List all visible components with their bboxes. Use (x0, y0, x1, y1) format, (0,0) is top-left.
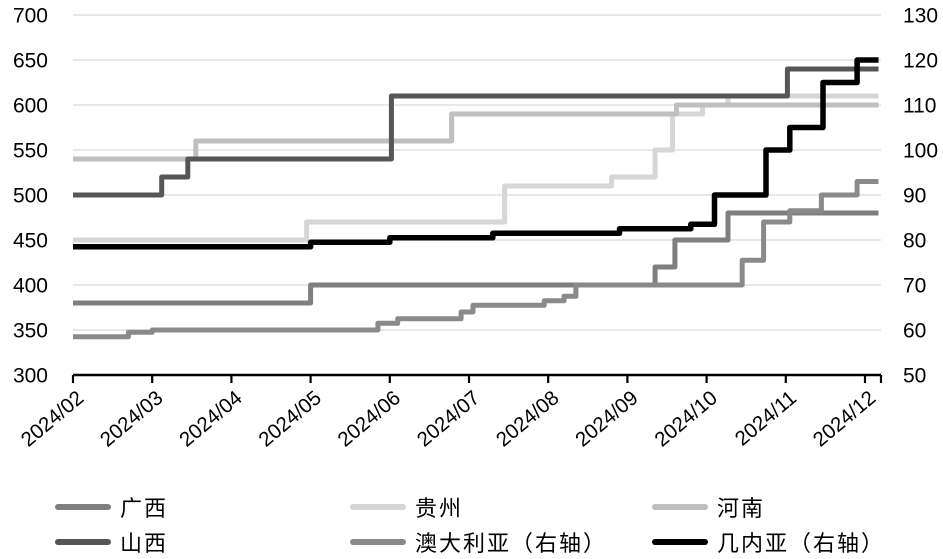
legend-line-swatch-guangxi (55, 503, 111, 510)
legend-line-swatch-guinea (652, 538, 708, 545)
legend-item-guangxi: 广西 (55, 491, 350, 523)
left-axis-tick-label: 400 (13, 275, 48, 298)
x-axis-tick-label: 2024/08 (492, 386, 564, 451)
right-axis-tick-label: 130 (903, 5, 938, 28)
legend-line-swatch-guizhou (350, 503, 406, 510)
left-axis-tick-label: 500 (13, 185, 48, 208)
left-axis-tick-label: 550 (13, 140, 48, 163)
legend-label-guangxi: 广西 (120, 495, 169, 521)
legend-line-swatch-henan (652, 503, 708, 510)
right-axis-tick-label: 110 (903, 95, 936, 118)
x-axis-tick-label: 2024/02 (17, 386, 89, 451)
legend-item-guizhou: 贵州 (350, 491, 652, 523)
legend-label-australia: 澳大利亚（右轴） (415, 530, 608, 556)
legend-label-shanxi: 山西 (120, 530, 169, 556)
legend-line-swatch-australia (350, 538, 406, 545)
left-axis-tick-label: 600 (13, 95, 48, 118)
legend-label-guinea: 几内亚（右轴） (717, 530, 886, 556)
x-axis-tick-label: 2024/10 (650, 386, 722, 451)
x-axis-tick-label: 2024/03 (96, 386, 168, 451)
right-axis-tick-label: 60 (903, 320, 926, 343)
series-line-guinea (73, 57, 879, 250)
series-line-guangxi (73, 210, 879, 306)
right-axis-tick-label: 70 (903, 275, 926, 298)
right-axis-tick-label: 80 (903, 230, 926, 253)
x-axis-tick-label: 2024/06 (333, 386, 405, 451)
left-axis-tick-label: 650 (13, 50, 48, 73)
x-axis-tick-label: 2024/04 (175, 386, 247, 451)
legend-item-guinea: 几内亚（右轴） (652, 526, 943, 558)
left-axis-tick-label: 350 (13, 320, 48, 343)
right-axis-tick-label: 120 (903, 50, 938, 73)
left-axis-tick-label: 300 (13, 365, 48, 388)
legend-item-shanxi: 山西 (55, 526, 350, 558)
legend-item-henan: 河南 (652, 491, 943, 523)
left-axis-tick-label: 700 (13, 5, 48, 28)
right-axis-tick-label: 50 (903, 365, 926, 388)
series-line-guizhou (73, 93, 879, 243)
right-axis-tick-label: 100 (903, 140, 938, 163)
series-line-henan (73, 102, 879, 162)
left-axis-tick-label: 450 (13, 230, 48, 253)
series-line-australia (73, 179, 879, 340)
x-axis-tick-label: 2024/11 (731, 386, 801, 450)
x-axis-tick-label: 2024/12 (809, 386, 881, 451)
line-chart-canvas: 700 650 600 550 500 450 400 350 300 130 120 110 100 9… (13, 5, 938, 452)
x-axis-tick-label: 2024/07 (413, 386, 485, 451)
chart-legend: 广西 贵州 河南山西 澳大利亚（右轴） 几内亚（右轴） (0, 489, 943, 559)
x-axis-tick-label: 2024/05 (254, 386, 326, 451)
legend-item-australia: 澳大利亚（右轴） (350, 526, 652, 558)
series-line-shanxi (73, 66, 879, 198)
legend-line-swatch-shanxi (55, 538, 111, 545)
legend-label-guizhou: 贵州 (415, 495, 464, 521)
right-axis-tick-label: 90 (903, 185, 926, 208)
legend-label-henan: 河南 (717, 495, 766, 521)
x-axis-tick-label: 2024/09 (571, 386, 643, 451)
